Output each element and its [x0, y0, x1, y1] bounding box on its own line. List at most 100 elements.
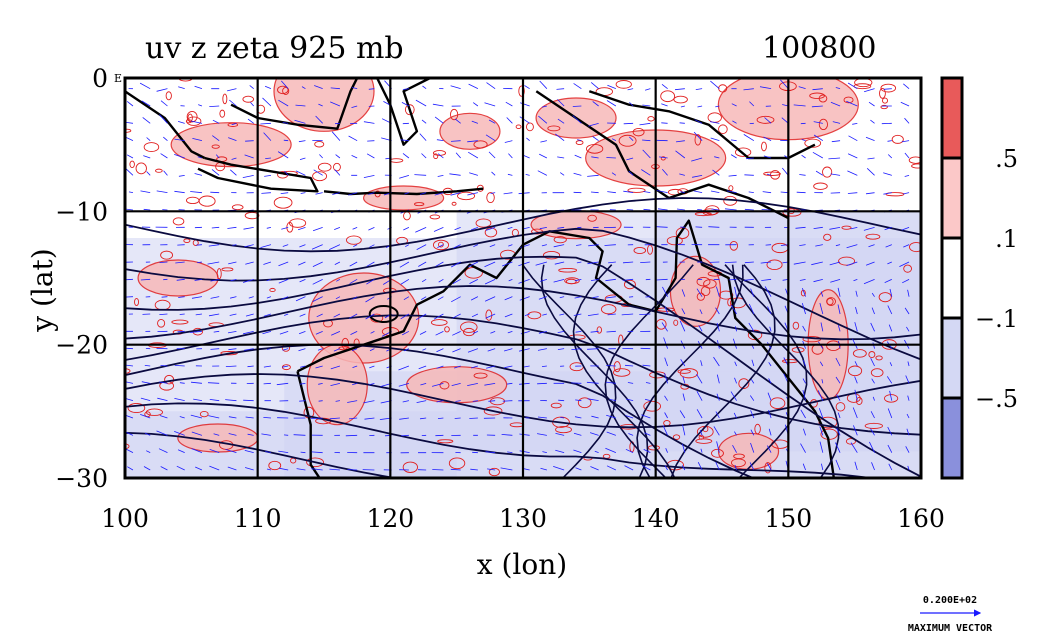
vorticity-contour [878, 292, 892, 303]
wind-vector [639, 122, 651, 126]
wind-vector [886, 376, 893, 384]
wind-vector [433, 226, 444, 232]
wind-vector [451, 382, 461, 386]
vorticity-contour [730, 458, 746, 468]
vorticity-contour [852, 349, 867, 358]
wind-vector [422, 348, 427, 351]
vorticity-contour [647, 116, 655, 122]
wind-vector [661, 122, 668, 124]
vorticity-contour [756, 115, 775, 124]
wind-vector [159, 415, 168, 419]
wind-vector [176, 465, 185, 471]
wind-vector [541, 365, 547, 367]
wind-vector [676, 208, 685, 211]
wind-vector [639, 313, 651, 315]
wind-vector [250, 102, 254, 107]
wind-vector [312, 296, 323, 302]
wind-vector [640, 261, 651, 263]
wind-vector [870, 411, 875, 419]
wind-vector [854, 389, 858, 401]
wind-vector [244, 467, 254, 471]
wind-vector [522, 154, 530, 159]
wind-vector [334, 169, 341, 176]
wind-vector [901, 226, 910, 231]
wind-vector [835, 459, 841, 471]
wind-vector [125, 278, 133, 281]
vorticity-contour [134, 297, 140, 306]
wind-vector [489, 244, 496, 248]
wind-vector [312, 261, 323, 267]
wind-vector [571, 348, 582, 350]
wind-vector [535, 261, 547, 266]
wind-vector [871, 292, 875, 297]
wind-vector [821, 379, 824, 384]
wind-vector [469, 278, 479, 284]
wind-vector [605, 381, 616, 384]
wind-vector [450, 192, 461, 196]
wind-vector [281, 296, 289, 300]
vorticity-contour [550, 402, 562, 409]
wind-vector [542, 451, 547, 454]
colorbar-segment [942, 238, 962, 318]
wind-vector [625, 398, 634, 402]
wind-vector [503, 192, 513, 195]
wind-vector [801, 139, 806, 142]
wind-vector [190, 381, 202, 384]
vorticity-contour [703, 279, 717, 289]
wind-vector [542, 313, 547, 316]
vorticity-contour [333, 162, 341, 172]
vorticity-contour [484, 227, 498, 238]
wind-vector [768, 362, 772, 367]
wind-vector [211, 169, 220, 176]
colorbar-label: −.5 [975, 385, 1018, 413]
wind-vector [347, 400, 358, 403]
wind-vector [313, 169, 323, 176]
wind-vector [126, 154, 134, 159]
wind-vector [519, 382, 530, 385]
vorticity-contour [486, 192, 495, 204]
wind-vector [903, 244, 910, 248]
wind-vector [887, 140, 892, 142]
wind-vector [847, 82, 858, 90]
wind-vector [209, 465, 220, 471]
wind-vector [278, 467, 289, 471]
wind-vector [294, 119, 306, 124]
wind-vector [300, 451, 306, 454]
wind-vector [769, 326, 772, 332]
wind-vector [404, 192, 410, 195]
wind-vector [605, 278, 616, 282]
wind-vector [266, 278, 272, 282]
wind-vector [557, 156, 565, 159]
wind-vector [507, 173, 513, 176]
vorticity-contour [171, 319, 189, 325]
vorticity-contour [526, 122, 534, 132]
wind-vector [160, 100, 168, 107]
vorticity-contour [618, 134, 637, 147]
vorticity-contour [268, 460, 282, 471]
wind-vector [700, 448, 703, 453]
wind-vector [312, 278, 323, 285]
vorticity-contour [183, 238, 191, 243]
wind-vector [452, 278, 461, 284]
x-tick-label: 160 [897, 504, 945, 533]
wind-vector [813, 121, 823, 124]
wind-vector [541, 244, 547, 247]
wind-vector [266, 468, 272, 471]
wind-vector [318, 382, 323, 385]
wind-vector [421, 119, 427, 124]
wind-vector [557, 99, 565, 107]
wind-vector [868, 244, 875, 248]
wind-vector [905, 375, 910, 384]
wind-vector [245, 140, 254, 142]
wind-vector [748, 191, 754, 194]
vorticity-contour [880, 83, 897, 93]
wind-vector [799, 244, 806, 246]
wind-vector [519, 116, 530, 124]
wind-vector [682, 376, 686, 384]
wind-vector [143, 466, 151, 471]
wind-vector [311, 468, 323, 471]
wind-vector [351, 105, 358, 108]
wind-vector [715, 105, 720, 108]
wind-vector [244, 154, 254, 159]
wind-vector [622, 278, 634, 281]
